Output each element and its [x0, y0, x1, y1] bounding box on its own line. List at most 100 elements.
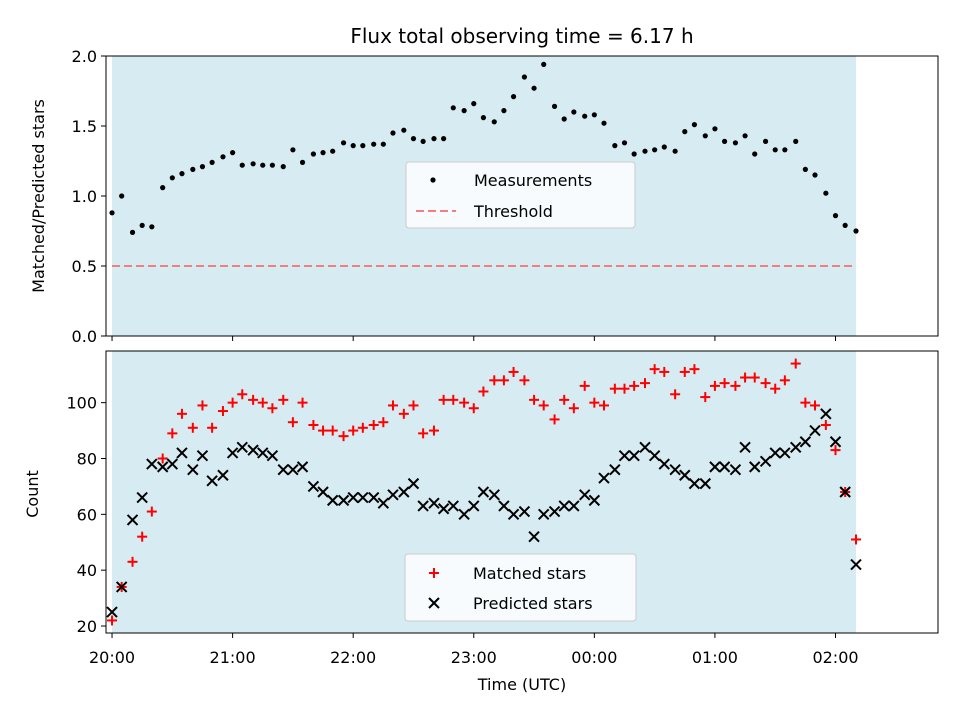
- predicted-star-point: [387, 489, 399, 501]
- y-tick-label: 1.0: [72, 187, 97, 206]
- matched-star-point: [157, 453, 168, 464]
- measurement-point: [732, 140, 739, 146]
- matched-star-point: [659, 366, 670, 377]
- measurement-point: [521, 74, 528, 80]
- predicted-star-point: [407, 477, 420, 490]
- measurement-point: [190, 166, 196, 172]
- measurement-point: [299, 159, 306, 165]
- legend-threshold-label: Threshold: [473, 202, 553, 221]
- matched-star-point: [649, 364, 660, 375]
- predicted-star-point: [428, 497, 440, 509]
- measurement-point: [642, 148, 648, 154]
- measurement-point: [119, 193, 125, 199]
- matched-star-point: [619, 383, 630, 394]
- measurement-point: [510, 94, 517, 100]
- measurement-point: [491, 119, 497, 125]
- measurement-point: [149, 224, 155, 230]
- predicted-star-point: [106, 606, 118, 618]
- predicted-star-point: [799, 436, 812, 448]
- predicted-star-point: [729, 463, 742, 476]
- matched-star-point: [167, 428, 178, 439]
- chart-title: Flux total observing time = 6.17 h: [350, 24, 693, 48]
- top-panel: 0.00.51.01.52.0 Matched/Predicted stars …: [29, 47, 939, 346]
- matched-star-point: [820, 419, 831, 430]
- predicted-star-point: [558, 500, 570, 512]
- measurement-point: [169, 175, 175, 181]
- predicted-star-point: [307, 480, 320, 493]
- x-tick-label: 21:00: [210, 648, 256, 667]
- predicted-star-point: [296, 461, 309, 473]
- measurement-point: [209, 159, 215, 165]
- predicted-star-point: [518, 505, 531, 518]
- x-tick-label: 01:00: [692, 648, 738, 667]
- predicted-star-point: [357, 491, 369, 504]
- measurement-point: [682, 129, 688, 135]
- measurement-point: [290, 147, 296, 153]
- matched-star-point: [549, 414, 560, 425]
- measurement-point: [109, 210, 115, 216]
- matched-star-point: [368, 419, 379, 430]
- predicted-star-point: [136, 491, 148, 504]
- matched-star-point: [478, 386, 489, 397]
- predicted-star-point: [126, 514, 139, 526]
- predicted-star-point: [839, 486, 851, 498]
- measurement-point: [661, 144, 667, 150]
- measurement-point: [450, 105, 456, 111]
- top-y-axis-label: Matched/Predicted stars: [29, 99, 48, 293]
- predicted-star-point: [648, 449, 661, 462]
- measurement-point: [551, 103, 558, 109]
- predicted-star-point: [217, 469, 229, 481]
- measurement-point: [832, 213, 839, 219]
- predicted-star-point: [507, 508, 520, 521]
- matched-star-point: [770, 383, 781, 394]
- predicted-star-point: [176, 447, 188, 459]
- matched-star-point: [197, 400, 208, 411]
- measurement-point: [320, 150, 326, 156]
- measurement-point: [672, 148, 678, 154]
- measurement-point: [480, 115, 487, 121]
- measurement-point: [582, 113, 588, 119]
- predicted-star-point: [609, 463, 621, 476]
- matched-star-point: [227, 397, 238, 408]
- matched-star-point: [127, 556, 138, 567]
- predicted-star-point: [548, 505, 561, 518]
- predicted-star-point: [326, 494, 339, 507]
- matched-star-point: [749, 372, 760, 383]
- measurement-point: [612, 143, 618, 149]
- predicted-star-point: [247, 444, 259, 456]
- matched-star-point: [709, 380, 720, 391]
- measurement-point: [371, 141, 377, 147]
- matched-star-point: [387, 400, 398, 411]
- measurement-point: [802, 166, 808, 172]
- matched-star-point: [448, 394, 459, 405]
- matched-star-point: [779, 375, 790, 386]
- matched-star-point: [498, 375, 509, 386]
- predicted-star-point: [206, 475, 218, 487]
- bottom-legend-box: [404, 553, 637, 622]
- bottom-y-axis-label: Count: [23, 470, 42, 518]
- matched-stars-series: [107, 358, 862, 626]
- matched-star-point: [338, 431, 349, 442]
- x-axis-label: Time (UTC): [477, 675, 566, 694]
- matched-star-point: [287, 417, 298, 428]
- matched-star-point: [278, 394, 289, 405]
- measurement-point: [812, 172, 818, 178]
- predicted-star-point: [679, 469, 691, 481]
- matched-star-point: [257, 397, 268, 408]
- matched-star-point: [378, 417, 389, 428]
- predicted-star-point: [146, 458, 158, 470]
- matched-star-point: [598, 400, 609, 411]
- legend-predicted-label: Predicted stars: [473, 594, 593, 613]
- predicted-stars-series: [106, 408, 862, 618]
- y-tick-label: 60: [77, 505, 97, 524]
- matched-star-point: [468, 403, 479, 414]
- bottom-axes-frame: [105, 350, 939, 634]
- measurement-point: [782, 147, 788, 153]
- matched-star-point: [107, 615, 118, 626]
- x-tick-label: 22:00: [330, 648, 376, 667]
- matched-star-point: [700, 392, 711, 403]
- predicted-star-point: [447, 500, 459, 512]
- predicted-star-point: [699, 477, 711, 490]
- measurement-point: [531, 85, 537, 91]
- predicted-star-point: [658, 458, 670, 470]
